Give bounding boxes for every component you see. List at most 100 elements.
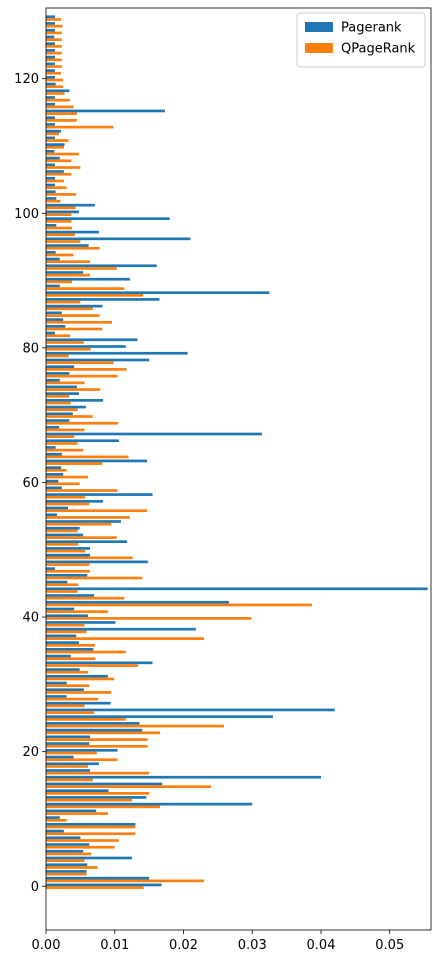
bar-qpagerank xyxy=(46,448,84,452)
bar-pagerank xyxy=(46,291,270,295)
bar-pagerank xyxy=(46,35,55,39)
bar-qpagerank xyxy=(46,172,72,176)
bar-qpagerank xyxy=(46,314,100,317)
bar-qpagerank xyxy=(46,536,117,539)
bar-qpagerank xyxy=(46,139,69,142)
bar-qpagerank xyxy=(46,341,84,344)
bar-qpagerank xyxy=(46,785,211,788)
bar-qpagerank xyxy=(46,818,67,822)
bar-pagerank xyxy=(46,499,104,503)
bar-pagerank xyxy=(46,345,126,348)
x-tick-label: 0.05 xyxy=(375,938,404,953)
bar-qpagerank xyxy=(46,435,75,439)
bar-qpagerank xyxy=(46,502,90,506)
bar-pagerank xyxy=(46,883,162,887)
bar-pagerank xyxy=(46,816,60,819)
bar-pagerank xyxy=(46,412,73,416)
bar-qpagerank xyxy=(46,677,115,681)
bar-qpagerank xyxy=(46,576,143,580)
x-tick-label: 0.00 xyxy=(32,938,61,953)
x-tick-label: 0.03 xyxy=(238,938,267,953)
bar-qpagerank xyxy=(46,119,77,122)
bar-qpagerank xyxy=(46,199,61,203)
bar-qpagerank xyxy=(46,765,88,768)
bar-qpagerank xyxy=(46,495,86,499)
bar-pagerank xyxy=(46,264,157,268)
bar-qpagerank xyxy=(46,253,74,257)
bar-pagerank xyxy=(46,695,67,698)
bar-pagerank xyxy=(46,22,55,25)
y-tick-label: 100 xyxy=(14,207,39,222)
bar-qpagerank xyxy=(46,226,73,230)
bar-pagerank xyxy=(46,843,90,846)
bar-qpagerank xyxy=(46,280,73,284)
bar-pagerank xyxy=(46,170,64,173)
bar-pagerank xyxy=(46,298,160,301)
bar-pagerank xyxy=(46,419,70,422)
bar-qpagerank xyxy=(46,610,108,614)
bar-qpagerank xyxy=(46,569,90,573)
bar-qpagerank xyxy=(46,583,79,587)
bar-qpagerank xyxy=(46,381,85,385)
bar-pagerank xyxy=(46,399,104,402)
bar-qpagerank xyxy=(46,643,95,647)
bar-qpagerank xyxy=(46,401,71,405)
bar-qpagerank xyxy=(46,637,205,640)
bar-pagerank xyxy=(46,123,55,126)
bar-pagerank xyxy=(46,627,196,631)
bar-pagerank xyxy=(46,560,148,564)
bar-qpagerank xyxy=(46,462,103,465)
bar-pagerank xyxy=(46,358,150,362)
bar-qpagerank xyxy=(46,731,161,735)
bar-qpagerank xyxy=(46,186,67,190)
bar-pagerank xyxy=(46,338,138,342)
bar-qpagerank xyxy=(46,516,130,519)
bar-qpagerank xyxy=(46,543,79,546)
bar-qpagerank xyxy=(46,219,72,223)
bar-qpagerank xyxy=(46,354,69,358)
bar-pagerank xyxy=(46,674,108,678)
legend-swatch xyxy=(305,22,333,32)
bar-pagerank xyxy=(46,250,56,254)
bar-pagerank xyxy=(46,782,163,786)
bar-qpagerank xyxy=(46,724,225,728)
bar-qpagerank xyxy=(46,650,126,654)
bar-pagerank xyxy=(46,668,80,671)
bar-qpagerank xyxy=(46,240,81,243)
bar-pagerank xyxy=(46,277,130,281)
bar-qpagerank xyxy=(46,792,150,795)
bar-pagerank xyxy=(46,392,79,395)
bar-pagerank xyxy=(46,311,62,315)
bar-pagerank xyxy=(46,284,60,288)
bar-qpagerank xyxy=(46,758,118,762)
bar-pagerank xyxy=(46,136,55,140)
bar-pagerank xyxy=(46,614,88,618)
bar-pagerank xyxy=(46,809,97,813)
axes: 0.00 0.01 0.02 0.03 0.04 0.05 0 20 40 60 80 100 120 xyxy=(14,7,432,953)
bar-qpagerank xyxy=(46,664,139,667)
bar-qpagerank xyxy=(46,718,126,721)
bar-pagerank xyxy=(46,55,55,59)
bar-qpagerank xyxy=(46,866,98,869)
bar-qpagerank xyxy=(46,179,64,183)
bar-qpagerank xyxy=(46,657,96,661)
bar-pagerank xyxy=(46,479,59,483)
bar-pagerank xyxy=(46,210,79,214)
bar-qpagerank xyxy=(46,623,85,627)
bar-pagerank xyxy=(46,708,335,712)
bar-pagerank xyxy=(46,836,81,840)
bar-qpagerank xyxy=(46,273,90,277)
bar-qpagerank xyxy=(46,859,85,863)
bar-pagerank xyxy=(46,75,55,79)
bar-pagerank xyxy=(46,230,99,234)
bar-qpagerank xyxy=(46,798,132,802)
bar-qpagerank xyxy=(46,38,62,41)
bar-pagerank xyxy=(46,748,118,752)
y-tick-label: 0 xyxy=(31,880,39,895)
bar-qpagerank xyxy=(46,361,114,365)
bar-pagerank xyxy=(46,446,56,449)
bar-pagerank xyxy=(46,203,95,207)
bar-qpagerank xyxy=(46,408,78,412)
bar-qpagerank xyxy=(46,751,97,755)
